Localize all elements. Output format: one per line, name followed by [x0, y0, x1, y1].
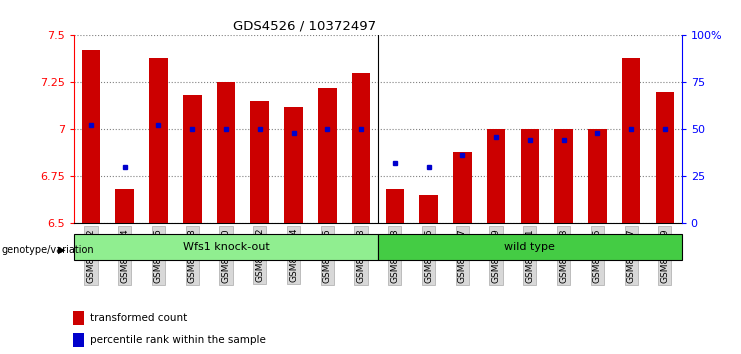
Bar [453, 152, 471, 223]
Bar [419, 195, 438, 223]
Text: percentile rank within the sample: percentile rank within the sample [90, 335, 266, 345]
Text: ▶: ▶ [58, 245, 65, 255]
Text: Wfs1 knock-out: Wfs1 knock-out [182, 242, 270, 252]
Bar [554, 129, 573, 223]
Bar [352, 73, 370, 223]
Bar [385, 189, 404, 223]
Bar [378, 234, 682, 260]
Bar [74, 234, 378, 260]
Bar [216, 82, 236, 223]
Bar [73, 312, 84, 325]
Bar [73, 333, 84, 347]
Bar [82, 50, 100, 223]
Bar [318, 88, 336, 223]
Bar [487, 129, 505, 223]
Text: transformed count: transformed count [90, 313, 187, 323]
Bar [149, 58, 167, 223]
Text: wild type: wild type [505, 242, 555, 252]
Bar [285, 107, 303, 223]
Title: GDS4526 / 10372497: GDS4526 / 10372497 [233, 20, 376, 33]
Bar [250, 101, 269, 223]
Bar [520, 129, 539, 223]
Bar [656, 92, 674, 223]
Bar [622, 58, 640, 223]
Bar [116, 189, 134, 223]
Text: genotype/variation: genotype/variation [1, 245, 94, 255]
Bar [588, 129, 607, 223]
Bar [183, 96, 202, 223]
